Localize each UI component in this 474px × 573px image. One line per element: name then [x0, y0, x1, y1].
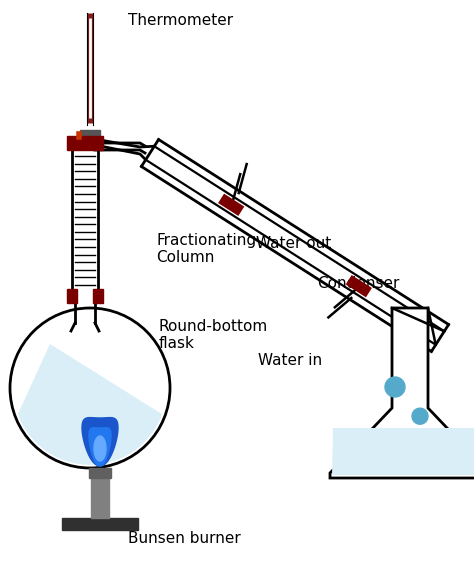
Bar	[89, 468, 111, 478]
Polygon shape	[332, 428, 474, 475]
Polygon shape	[89, 427, 111, 466]
Polygon shape	[385, 377, 405, 397]
Circle shape	[10, 308, 170, 468]
Bar	[67, 136, 103, 150]
Polygon shape	[18, 344, 162, 465]
Text: Bunsen burner: Bunsen burner	[128, 531, 241, 546]
Bar	[62, 518, 138, 530]
Text: Water in: Water in	[258, 354, 322, 368]
Polygon shape	[82, 418, 118, 466]
Polygon shape	[94, 436, 106, 461]
Bar	[91, 470, 109, 518]
Text: Thermometer: Thermometer	[128, 13, 233, 28]
Text: Water out: Water out	[256, 236, 331, 251]
Text: Condenser: Condenser	[318, 276, 400, 291]
Text: Fractionating
Column: Fractionating Column	[156, 233, 256, 265]
Text: Round-bottom
flask: Round-bottom flask	[159, 319, 268, 351]
Bar	[93, 289, 103, 303]
Polygon shape	[412, 408, 428, 424]
Bar	[80, 130, 100, 144]
Bar	[67, 289, 77, 303]
Polygon shape	[330, 308, 474, 478]
